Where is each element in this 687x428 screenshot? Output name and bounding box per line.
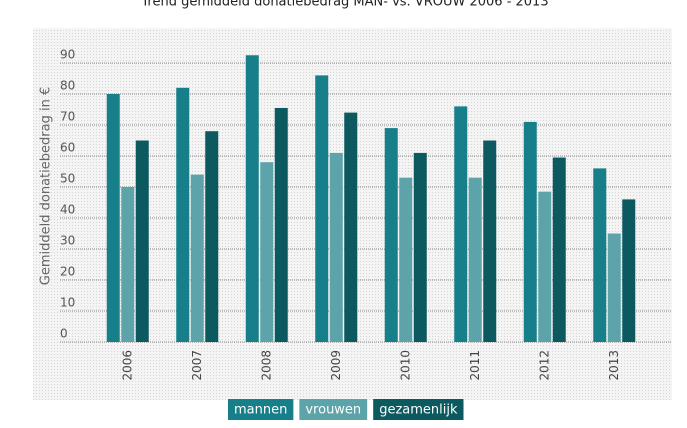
y-tick-label: 0	[60, 327, 68, 341]
bar	[205, 131, 219, 342]
bar	[593, 168, 607, 342]
x-tick-label: 2012	[537, 350, 551, 381]
legend-item: vrouwen	[299, 399, 368, 420]
legend-item: gezamenlijk	[373, 399, 464, 420]
y-tick-label: 80	[60, 79, 75, 93]
x-tick-label: 2006	[120, 350, 134, 381]
bar	[468, 177, 482, 342]
bar	[260, 162, 274, 342]
bar	[523, 121, 537, 343]
legend-swatch	[373, 399, 464, 420]
bar	[454, 106, 468, 343]
y-axis-label: Gemiddeld donatiebedrag in €	[39, 87, 54, 285]
y-tick-label: 10	[60, 296, 75, 310]
x-tick-label: 2008	[259, 350, 273, 381]
bar	[344, 112, 358, 342]
x-tick-label: 2010	[398, 350, 412, 381]
y-tick-label: 60	[60, 141, 75, 155]
bar	[413, 152, 427, 342]
chart-title: Trend gemiddeld donatiebedrag MAN- vs. V…	[140, 0, 548, 10]
bar	[538, 191, 552, 342]
bar	[121, 187, 135, 342]
y-tick-label: 20	[60, 265, 75, 279]
bar	[190, 174, 204, 342]
bar	[315, 75, 329, 343]
y-tick-label: 50	[60, 172, 75, 186]
bar	[176, 87, 190, 342]
x-tick-label: 2013	[607, 350, 621, 381]
bar	[622, 199, 636, 342]
y-tick-label: 90	[60, 48, 75, 62]
x-tick-label: 2011	[468, 350, 482, 381]
bar	[384, 128, 398, 342]
legend-label: gezamenlijk	[379, 403, 458, 418]
bar	[329, 152, 343, 342]
bar	[106, 94, 120, 342]
bar	[399, 177, 413, 342]
bar	[135, 140, 149, 342]
legend-swatch	[299, 399, 368, 420]
legend-label: mannen	[234, 403, 287, 418]
legend-swatch	[228, 399, 294, 420]
bar	[552, 157, 566, 342]
bar	[483, 140, 497, 342]
x-tick-label: 2009	[329, 350, 343, 381]
legend-item: mannen	[228, 399, 294, 420]
bar	[245, 55, 259, 342]
bar	[607, 233, 621, 342]
x-tick-label: 2007	[190, 350, 204, 381]
y-tick-label: 70	[60, 110, 75, 124]
bar	[274, 107, 288, 342]
y-tick-label: 40	[60, 203, 75, 217]
legend-label: vrouwen	[305, 403, 361, 418]
y-tick-label: 30	[60, 234, 75, 248]
